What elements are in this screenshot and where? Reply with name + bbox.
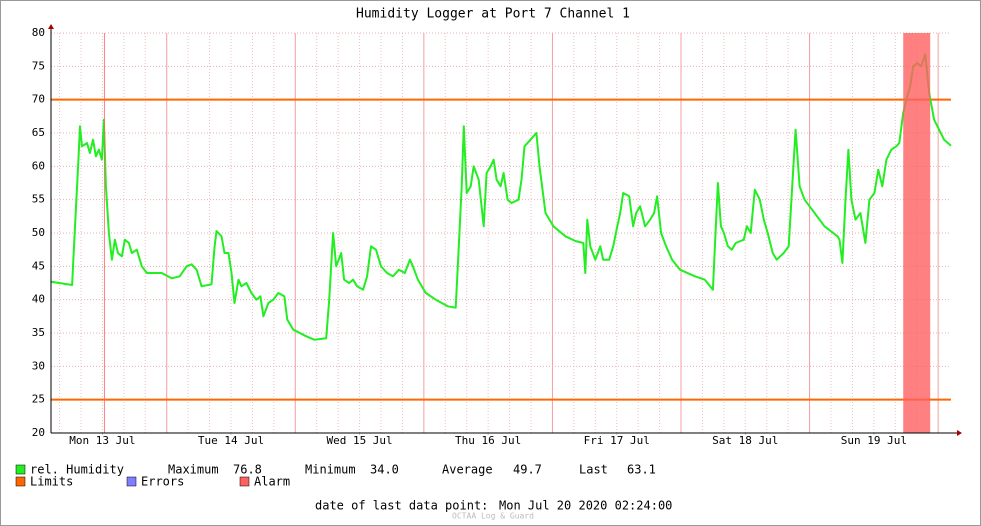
series-line bbox=[50, 53, 952, 341]
legend-label: Errors bbox=[141, 475, 184, 489]
y-tick-label: 40 bbox=[32, 293, 45, 306]
y-tick-label: 25 bbox=[32, 393, 45, 406]
last-point-value: Mon Jul 20 2020 02:24:00 bbox=[499, 499, 672, 513]
y-tick-label: 65 bbox=[32, 126, 45, 139]
legend-swatch bbox=[239, 476, 250, 487]
stat-label: Maximum bbox=[168, 463, 219, 477]
stat-value: 49.7 bbox=[513, 463, 542, 477]
x-tick-label: Tue 14 Jul bbox=[198, 434, 264, 447]
y-tick-label: 30 bbox=[32, 359, 45, 372]
y-tick-label: 45 bbox=[32, 259, 45, 272]
legend-swatch bbox=[15, 464, 26, 475]
marks bbox=[50, 33, 952, 433]
alarm-band bbox=[103, 33, 105, 433]
legend-label: rel. Humidity bbox=[30, 463, 124, 477]
legend-swatch bbox=[126, 476, 137, 487]
x-tick-label: Sat 18 Jul bbox=[712, 434, 778, 447]
stat-label: Minimum bbox=[305, 463, 356, 477]
legend-label: Alarm bbox=[254, 475, 290, 489]
stat-label: Average bbox=[442, 463, 493, 477]
x-tick-label: Thu 16 Jul bbox=[455, 434, 521, 447]
y-tick-label: 50 bbox=[32, 226, 45, 239]
x-tick-label: Sun 19 Jul bbox=[841, 434, 907, 447]
alarm-band bbox=[903, 33, 931, 433]
legend-swatch bbox=[15, 476, 26, 487]
x-tick-label: Fri 17 Jul bbox=[584, 434, 650, 447]
legend-label: Limits bbox=[30, 475, 73, 489]
y-tick-label: 35 bbox=[32, 326, 45, 339]
stat-value: 76.8 bbox=[233, 463, 262, 477]
x-tick-label: Wed 15 Jul bbox=[326, 434, 392, 447]
y-tick-label: 80 bbox=[32, 26, 45, 39]
labels: 20 25 30 35 40 45 50 55 60 65 70 75 80 Mon 13 Jul Tue … bbox=[32, 26, 907, 447]
last-point-label: date of last data point: bbox=[315, 499, 488, 513]
stat-value: 34.0 bbox=[370, 463, 399, 477]
stat-value: 63.1 bbox=[627, 463, 656, 477]
y-tick-label: 20 bbox=[32, 426, 45, 439]
y-tick-label: 75 bbox=[32, 59, 45, 72]
x-arrow bbox=[957, 430, 962, 436]
chart-title: Humidity Logger at Port 7 Channel 1 bbox=[356, 7, 630, 22]
stat-label: Last bbox=[579, 463, 608, 477]
watermark: OCTAA Log & Guard bbox=[452, 512, 534, 521]
y-tick-label: 60 bbox=[32, 159, 45, 172]
y-tick-label: 70 bbox=[32, 93, 45, 106]
y-arrow bbox=[48, 24, 54, 29]
y-tick-label: 55 bbox=[32, 193, 45, 206]
x-tick-label: Mon 13 Jul bbox=[69, 434, 135, 447]
